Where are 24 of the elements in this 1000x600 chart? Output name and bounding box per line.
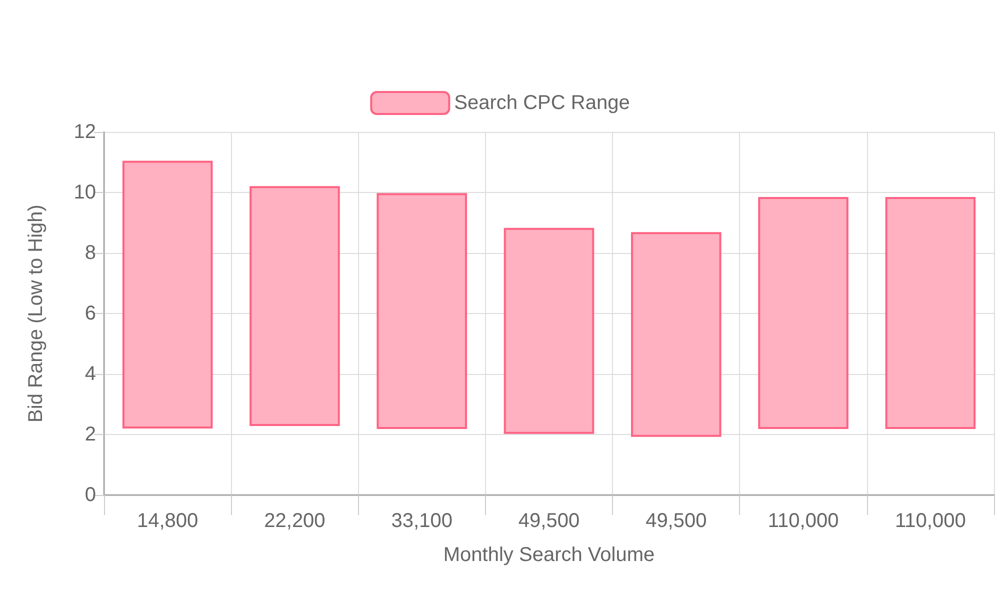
x-tick-label: 49,500	[518, 510, 580, 532]
x-tick-label: 110,000	[895, 510, 966, 532]
x-tick-label: 33,100	[391, 510, 452, 532]
bar	[376, 193, 467, 430]
y-tick-label: 2	[84, 424, 96, 446]
bar	[885, 197, 976, 430]
x-tick-label: 110,000	[768, 510, 839, 532]
bar	[758, 197, 848, 430]
y-tick-label: 8	[84, 242, 96, 264]
bar	[122, 160, 213, 428]
bar	[250, 186, 340, 426]
bar	[631, 232, 722, 437]
x-tick-label: 14,800	[136, 510, 198, 532]
x-axis-title: Monthly Search Volume	[443, 544, 655, 566]
y-tick-label: 0	[84, 484, 96, 506]
y-axis-title: Bid Range (Low to High)	[25, 204, 47, 422]
x-tick-label: 49,500	[646, 510, 707, 532]
y-tick-label: 6	[84, 302, 96, 324]
legend-label: Search CPC Range	[454, 92, 630, 114]
y-tick-label: 10	[74, 182, 96, 204]
y-tick-label: 12	[74, 121, 96, 143]
x-tick-label: 22,200	[264, 510, 326, 532]
bar	[504, 228, 594, 434]
y-tick-label: 4	[84, 363, 96, 385]
